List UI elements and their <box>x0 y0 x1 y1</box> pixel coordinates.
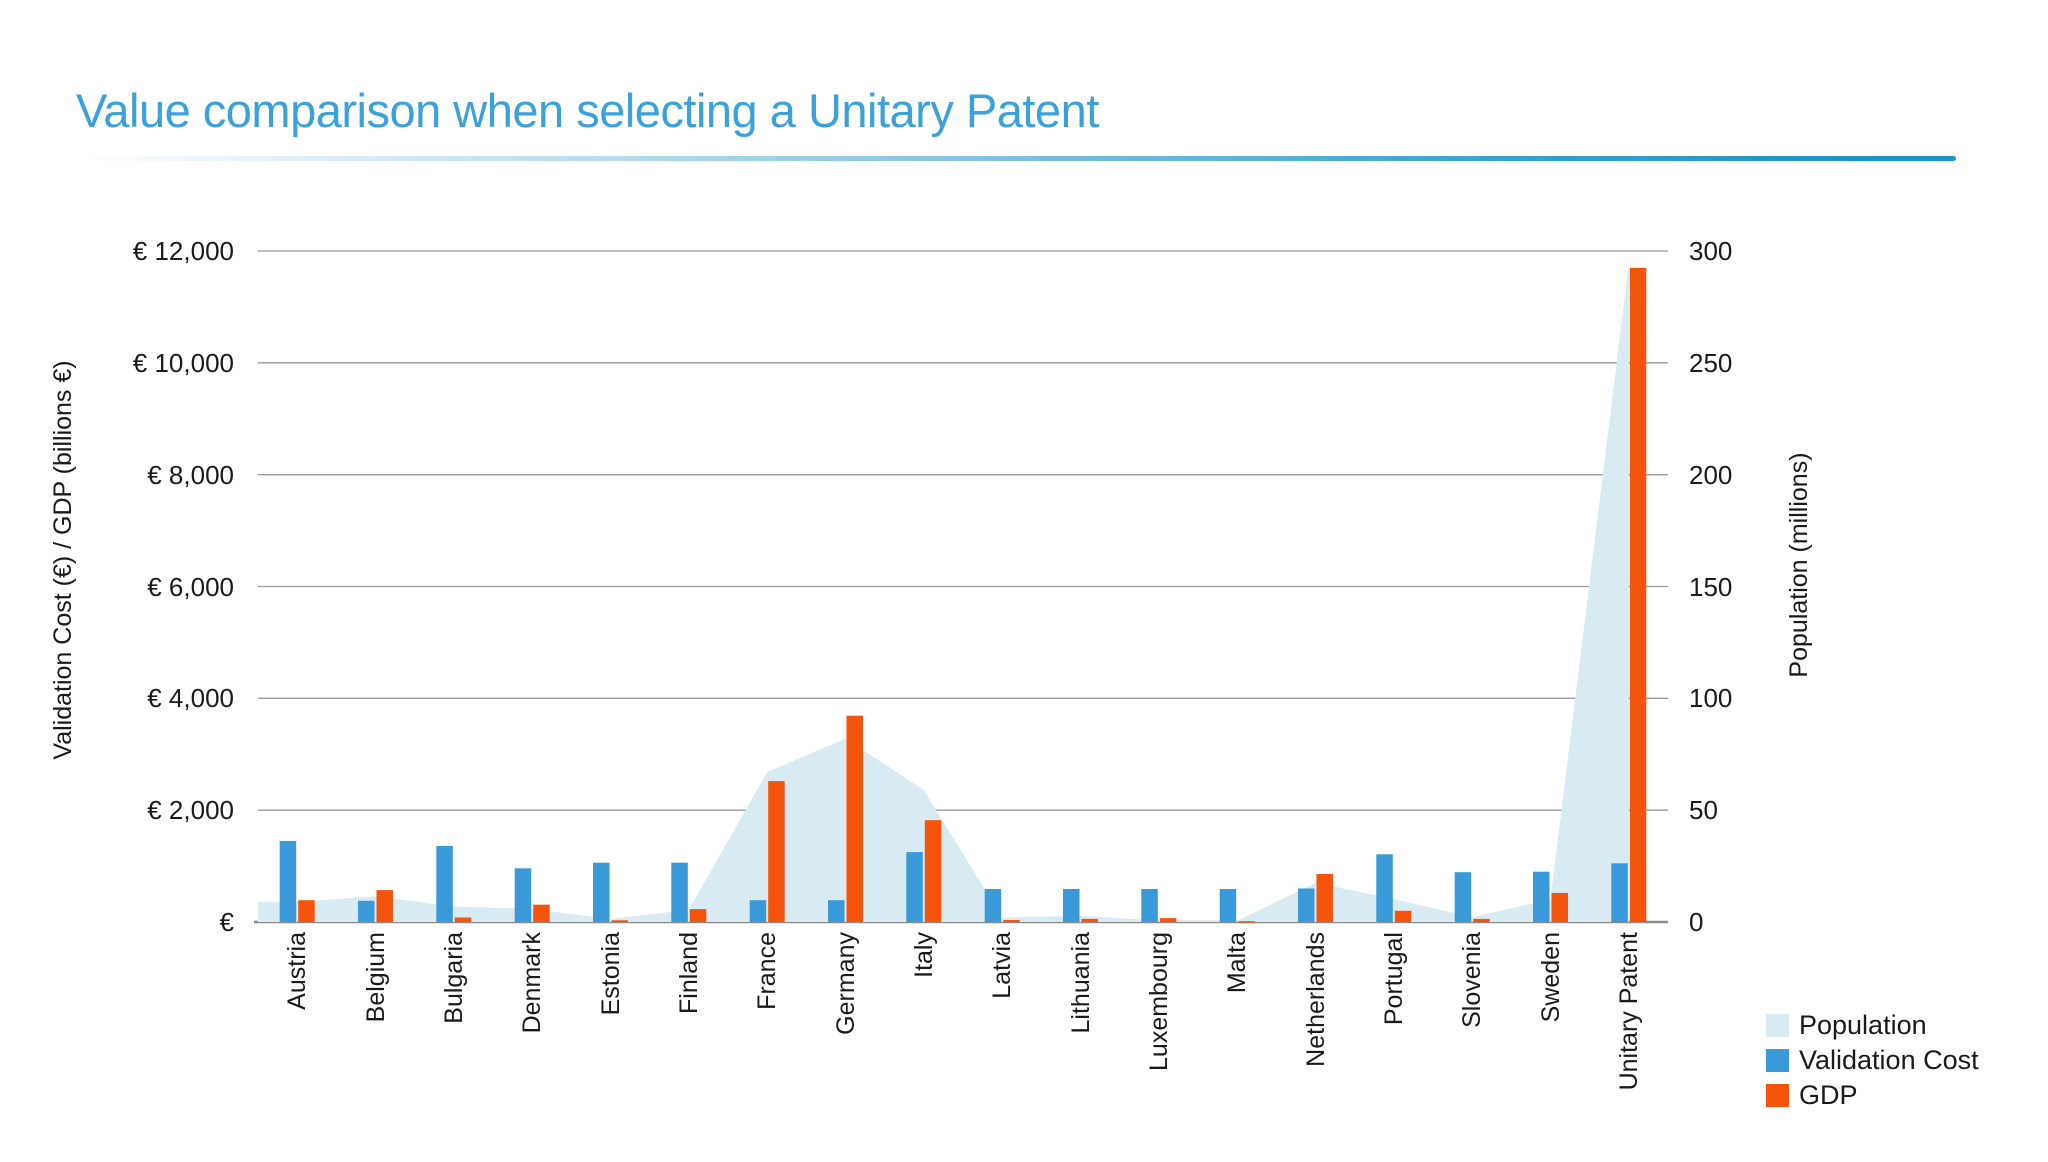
legend-label: Validation Cost <box>1799 1045 1979 1075</box>
legend-swatch <box>1766 1049 1789 1072</box>
y-right-tick-label: 250 <box>1689 347 1733 378</box>
y-right-tick-label: 100 <box>1689 683 1733 714</box>
bar-gdp-finland <box>689 909 707 922</box>
legend-swatch <box>1766 1084 1789 1107</box>
legend: Population Validation Cost GDP <box>1766 1008 1979 1113</box>
category-label-italy: Italy <box>909 932 938 978</box>
bar-gdp-luxembourg <box>1159 918 1177 922</box>
legend-label: Population <box>1799 1010 1927 1040</box>
page-title: Value comparison when selecting a Unitar… <box>76 84 1099 138</box>
category-label-austria: Austria <box>283 932 312 1010</box>
bar-gdp-latvia <box>1003 920 1020 922</box>
y-left-tick-label: € 6,000 <box>147 571 234 602</box>
category-label-lithuania: Lithuania <box>1066 932 1095 1034</box>
y-left-tick-label: € 8,000 <box>147 459 234 490</box>
bar-validation-cost-lithuania <box>1063 889 1080 922</box>
bar-gdp-bulgaria <box>454 917 472 922</box>
legend-item-population: Population <box>1766 1008 1979 1043</box>
bar-gdp-estonia <box>611 920 628 922</box>
bar-gdp-netherlands <box>1316 873 1333 922</box>
category-label-sweden: Sweden <box>1536 932 1565 1023</box>
category-label-portugal: Portugal <box>1379 932 1408 1026</box>
bar-gdp-unitary-patent <box>1629 267 1647 922</box>
bar-validation-cost-austria <box>279 840 297 922</box>
bar-validation-cost-luxembourg <box>1141 889 1158 922</box>
bar-validation-cost-italy <box>906 852 923 922</box>
category-label-estonia: Estonia <box>596 932 625 1016</box>
category-label-belgium: Belgium <box>361 932 390 1023</box>
category-label-germany: Germany <box>831 932 860 1035</box>
bar-validation-cost-germany <box>828 900 845 922</box>
category-label-denmark: Denmark <box>518 932 547 1034</box>
bar-validation-cost-belgium <box>358 900 375 922</box>
bar-validation-cost-sweden <box>1533 871 1550 922</box>
y-left-tick-label: € 12,000 <box>132 236 234 266</box>
category-label-france: France <box>753 932 782 1010</box>
y-axis-right-title: Population (millions) <box>1785 452 1813 678</box>
bar-validation-cost-portugal <box>1376 854 1393 922</box>
bar-validation-cost-bulgaria <box>436 846 453 922</box>
bar-validation-cost-unitary-patent <box>1611 863 1628 922</box>
legend-swatch <box>1766 1014 1789 1037</box>
bar-gdp-germany <box>846 715 863 922</box>
bar-gdp-sweden <box>1551 892 1568 922</box>
y-right-tick-label: 150 <box>1689 571 1733 602</box>
bar-gdp-portugal <box>1394 910 1412 922</box>
y-right-tick-label: 50 <box>1689 795 1718 826</box>
y-right-tick-label: 200 <box>1689 459 1733 490</box>
category-label-malta: Malta <box>1223 932 1252 994</box>
category-label-finland: Finland <box>674 932 703 1014</box>
bar-validation-cost-finland <box>671 862 688 922</box>
y-right-tick-label: 300 <box>1689 236 1733 266</box>
bar-gdp-malta <box>1238 921 1255 923</box>
bar-gdp-slovenia <box>1473 918 1490 922</box>
bar-gdp-lithuania <box>1081 918 1098 922</box>
category-label-slovenia: Slovenia <box>1458 932 1487 1028</box>
bar-gdp-austria <box>298 900 315 922</box>
category-label-unitary-patent: Unitary Patent <box>1614 932 1643 1091</box>
legend-item-validation-cost: Validation Cost <box>1766 1043 1979 1078</box>
bar-gdp-denmark <box>533 904 550 922</box>
category-label-latvia: Latvia <box>988 932 1017 999</box>
y-left-tick-label: € 4,000 <box>147 683 234 714</box>
bar-gdp-italy <box>924 820 942 922</box>
y-right-tick-label: 0 <box>1689 907 1704 937</box>
category-label-netherlands: Netherlands <box>1301 932 1330 1067</box>
bar-validation-cost-france <box>749 900 767 922</box>
legend-item-gdp: GDP <box>1766 1078 1979 1113</box>
bar-validation-cost-slovenia <box>1454 872 1472 922</box>
legend-label: GDP <box>1799 1080 1858 1110</box>
y-left-tick-label: € 2,000 <box>147 795 234 826</box>
y-left-tick-label: € <box>219 907 234 937</box>
y-left-tick-label: € 10,000 <box>132 347 234 378</box>
y-axis-left-title: Validation Cost (€) / GDP (billions €) <box>49 360 77 760</box>
bar-gdp-france <box>768 781 785 922</box>
bar-validation-cost-estonia <box>593 862 610 922</box>
bar-validation-cost-malta <box>1219 889 1237 922</box>
plot-area <box>254 250 1668 924</box>
bar-validation-cost-denmark <box>514 868 532 922</box>
bar-validation-cost-netherlands <box>1298 888 1315 922</box>
category-label-bulgaria: Bulgaria <box>439 932 468 1024</box>
bar-gdp-belgium <box>376 890 393 922</box>
category-label-luxembourg: Luxembourg <box>1144 932 1173 1071</box>
title-underline-rule <box>76 156 1956 161</box>
bar-validation-cost-latvia <box>984 889 1002 922</box>
